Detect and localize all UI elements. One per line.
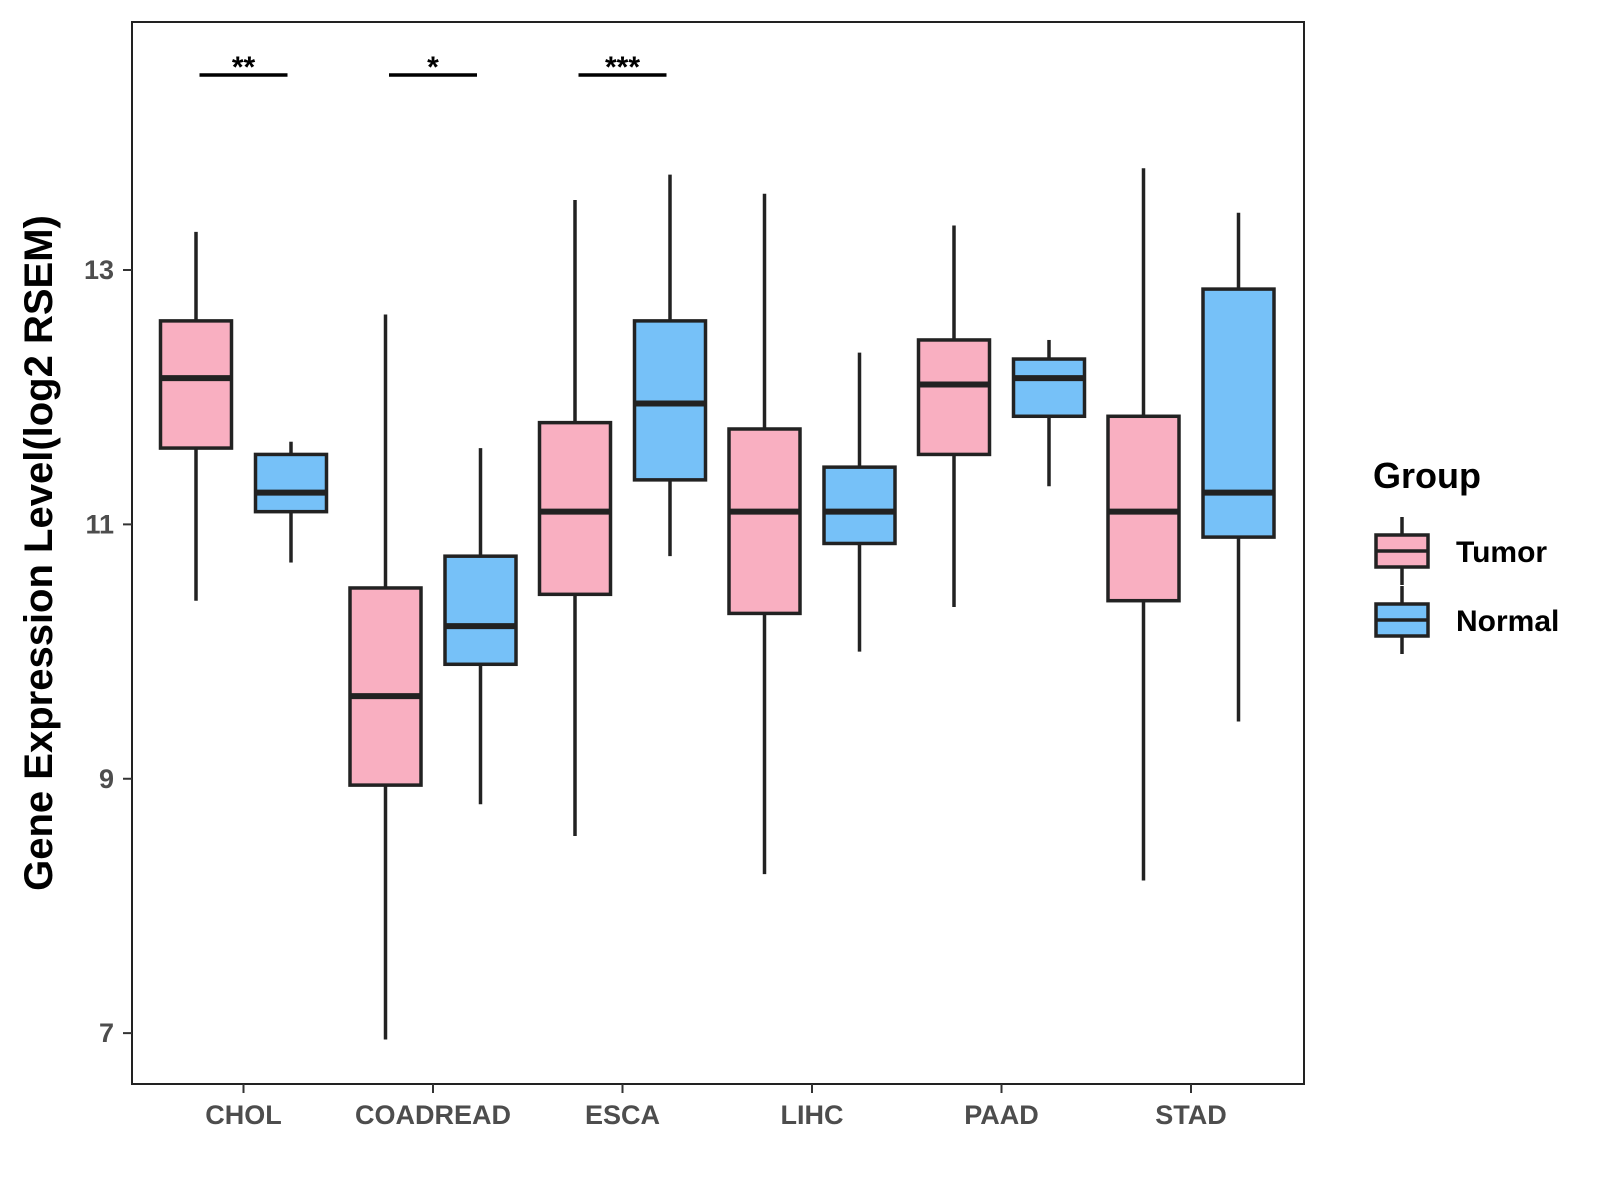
legend-label-tumor: Tumor [1456, 536, 1547, 569]
significance-label: ** [232, 51, 256, 84]
series-normal [253, 174, 1276, 805]
plot-marks: ** * *** [158, 51, 1276, 1040]
significance-label: * [427, 51, 439, 84]
box-body [822, 465, 897, 546]
legend-label-normal: Normal [1456, 605, 1559, 638]
box-tumor-chol [158, 231, 234, 601]
y-axis-title: Gene Expression Level(log2 RSEM) [17, 215, 61, 891]
box-normal-esca [632, 174, 708, 557]
box-normal-lihc [822, 352, 897, 652]
box-tumor-coadread [348, 314, 423, 1040]
box-tumor-paad [916, 225, 992, 608]
box-body [1011, 357, 1087, 419]
box-tumor-esca [537, 200, 613, 836]
legend-title: Group [1373, 455, 1481, 496]
x-tick-label: LIHC [781, 1100, 844, 1130]
x-tick-label: STAD [1155, 1100, 1227, 1130]
legend-key-tumor [1374, 517, 1430, 585]
significance-annotations: ** * *** [199, 51, 667, 84]
series-tumor [158, 168, 1181, 1040]
box-body [916, 338, 992, 457]
y-tick-label: 11 [85, 509, 114, 539]
box-normal-coadread [443, 448, 518, 805]
box-body [632, 319, 708, 482]
x-tick-label: COADREAD [355, 1100, 511, 1130]
plot-panel-border [131, 21, 1305, 1085]
box-body [727, 427, 802, 616]
x-tick-label: ESCA [585, 1100, 660, 1130]
y-tick-label: 9 [99, 764, 114, 794]
box-body [348, 586, 423, 787]
box-normal-stad [1201, 212, 1276, 722]
box-normal-paad [1011, 339, 1087, 487]
legend-key-normal [1374, 586, 1430, 654]
box-body [1106, 414, 1181, 603]
box-body [537, 420, 613, 597]
box-body [443, 554, 518, 667]
box-body [1201, 287, 1276, 539]
box-body [253, 452, 329, 514]
x-axis: CHOL COADREAD ESCA LIHC PAAD STAD [205, 1084, 1227, 1130]
x-tick-label: PAAD [964, 1100, 1039, 1130]
legend: Group Tumor Normal [1373, 455, 1559, 654]
y-tick-label: 13 [84, 255, 114, 285]
significance-label: *** [605, 51, 640, 84]
x-tick-label: CHOL [205, 1100, 282, 1130]
y-tick-label: 7 [99, 1018, 114, 1048]
box-tumor-lihc [727, 193, 802, 875]
y-axis: 7 9 11 13 [84, 255, 132, 1048]
box-body [158, 319, 234, 450]
box-tumor-stad [1106, 168, 1181, 881]
box-normal-chol [253, 441, 329, 563]
